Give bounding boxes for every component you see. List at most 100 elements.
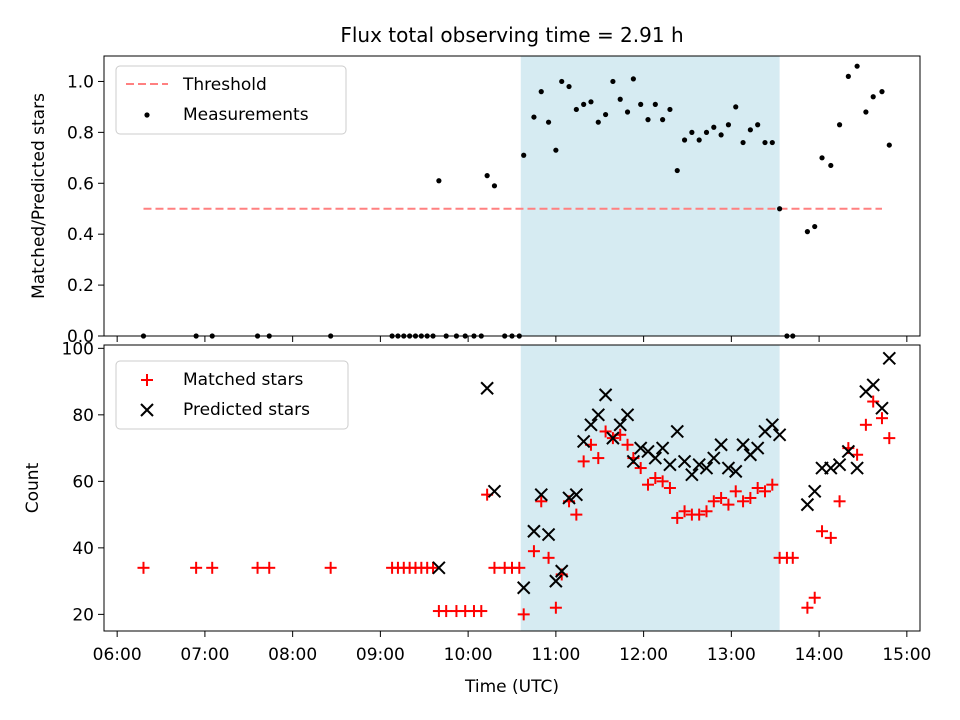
predicted-star-point [626,454,641,469]
measurement-point [711,124,717,130]
matched-star-point [475,605,488,618]
measurement-point [674,167,680,174]
matched-star-point [816,525,829,538]
bottom-plot-frame [103,344,921,632]
predicted-star-point [576,434,591,449]
predicted-star-point [555,564,569,578]
measurement-point [819,155,825,161]
matched-star-point [883,432,896,445]
predicted-stars-series [432,351,896,595]
matched-stars-series [137,395,896,621]
predicted-star-point [808,484,822,499]
matched-star-point [440,605,453,618]
measurement-point [595,119,601,125]
predicted-star-point [480,381,494,395]
measurement-point [588,99,594,105]
measurement-point [836,122,843,128]
top-panel: 0.0 0.2 0.4 0.6 0.8 1.0 Matched/Predicted sta… [29,55,921,347]
predicted-star-point [850,461,864,475]
measurement-point [845,73,851,79]
predicted-star-point [677,454,692,469]
bottom-x-tick-label: 13:00 [707,645,756,665]
predicted-star-point [750,441,765,455]
matched-star-point [549,601,562,614]
legend-predicted-label: Predicted stars [183,400,310,420]
measurement-point [521,152,527,158]
legend-matched-label: Matched stars [183,370,303,390]
measurement-point [645,117,651,123]
matched-star-point [599,425,612,438]
bottom-x-ticks: 06:00 07:00 08:00 09:00 10:00 11:00 12:00 13:00… [93,631,931,665]
measurement-point [573,106,579,113]
matched-star-point [729,485,742,498]
measurement-point [740,139,746,146]
bottom-legend: Matched stars Predicted stars [115,360,349,430]
measurement-point [733,104,739,110]
predicted-star-point [591,408,605,422]
top-y-tick-label: 0.6 [67,174,94,194]
bottom-y-tick-label: 20 [72,605,94,625]
bottom-y-tick-label: 80 [72,406,94,426]
predicted-star-point [736,438,750,452]
predicted-star-point [620,408,635,422]
predicted-star-point [432,561,446,575]
measurement-point [879,89,885,95]
matched-star-point [671,511,684,524]
top-y-tick-label: 0.4 [67,225,94,245]
top-shaded-region [520,56,780,336]
matched-star-point [137,561,150,574]
measurement-point [484,173,490,179]
matched-star-point [488,561,501,574]
measurement-point [538,89,544,95]
legend-matched-swatch [141,374,153,386]
matched-star-point [833,495,846,508]
measurement-point [531,114,537,120]
predicted-star-point [707,451,721,465]
predicted-star-point [516,581,531,595]
top-legend-box [115,65,347,135]
predicted-star-point [584,418,598,432]
measurement-point [559,78,565,85]
matched-star-point [678,505,691,518]
matched-star-point [517,608,530,621]
matched-star-point [766,478,779,491]
predicted-star-point [765,418,780,432]
bottom-x-tick-label: 08:00 [268,645,317,665]
matched-star-point [634,462,647,475]
matched-star-point [751,482,764,494]
matched-star-point [786,551,799,564]
matched-star-point [642,478,654,491]
predicted-star-point [670,424,684,439]
measurement-point [725,122,732,128]
bottom-x-tick-label: 15:00 [882,645,931,665]
measurement-point [638,101,644,107]
legend-threshold-label: Threshold [182,75,267,95]
bottom-y-tick-label: 100 [62,339,94,359]
measurement-point [566,83,572,90]
matched-star-point [715,491,728,504]
predicted-star-point [562,491,576,505]
matched-star-point [577,455,590,468]
predicted-star-point [549,574,563,588]
bottom-y-tick-label: 40 [72,539,94,559]
top-y-tick-label: 0.0 [67,327,94,347]
matched-star-point [722,498,735,511]
measurement-point [777,206,783,212]
predicted-star-point [729,464,743,479]
predicted-star-point [633,441,648,455]
predicted-star-point [692,458,706,472]
bottom-x-tick-label: 11:00 [531,645,580,665]
bottom-x-tick-label: 14:00 [795,645,844,665]
predicted-star-point [772,428,787,442]
measurement-point [696,137,702,143]
predicted-star-point [569,487,584,502]
measurement-point [681,137,688,143]
predicted-star-point [534,487,548,502]
bottom-x-tick-label: 09:00 [356,645,405,665]
matched-star-point [808,591,821,604]
matched-star-point [324,561,337,574]
measurement-point [667,106,673,113]
matched-star-point [867,395,880,408]
predicted-star-point [714,438,728,452]
